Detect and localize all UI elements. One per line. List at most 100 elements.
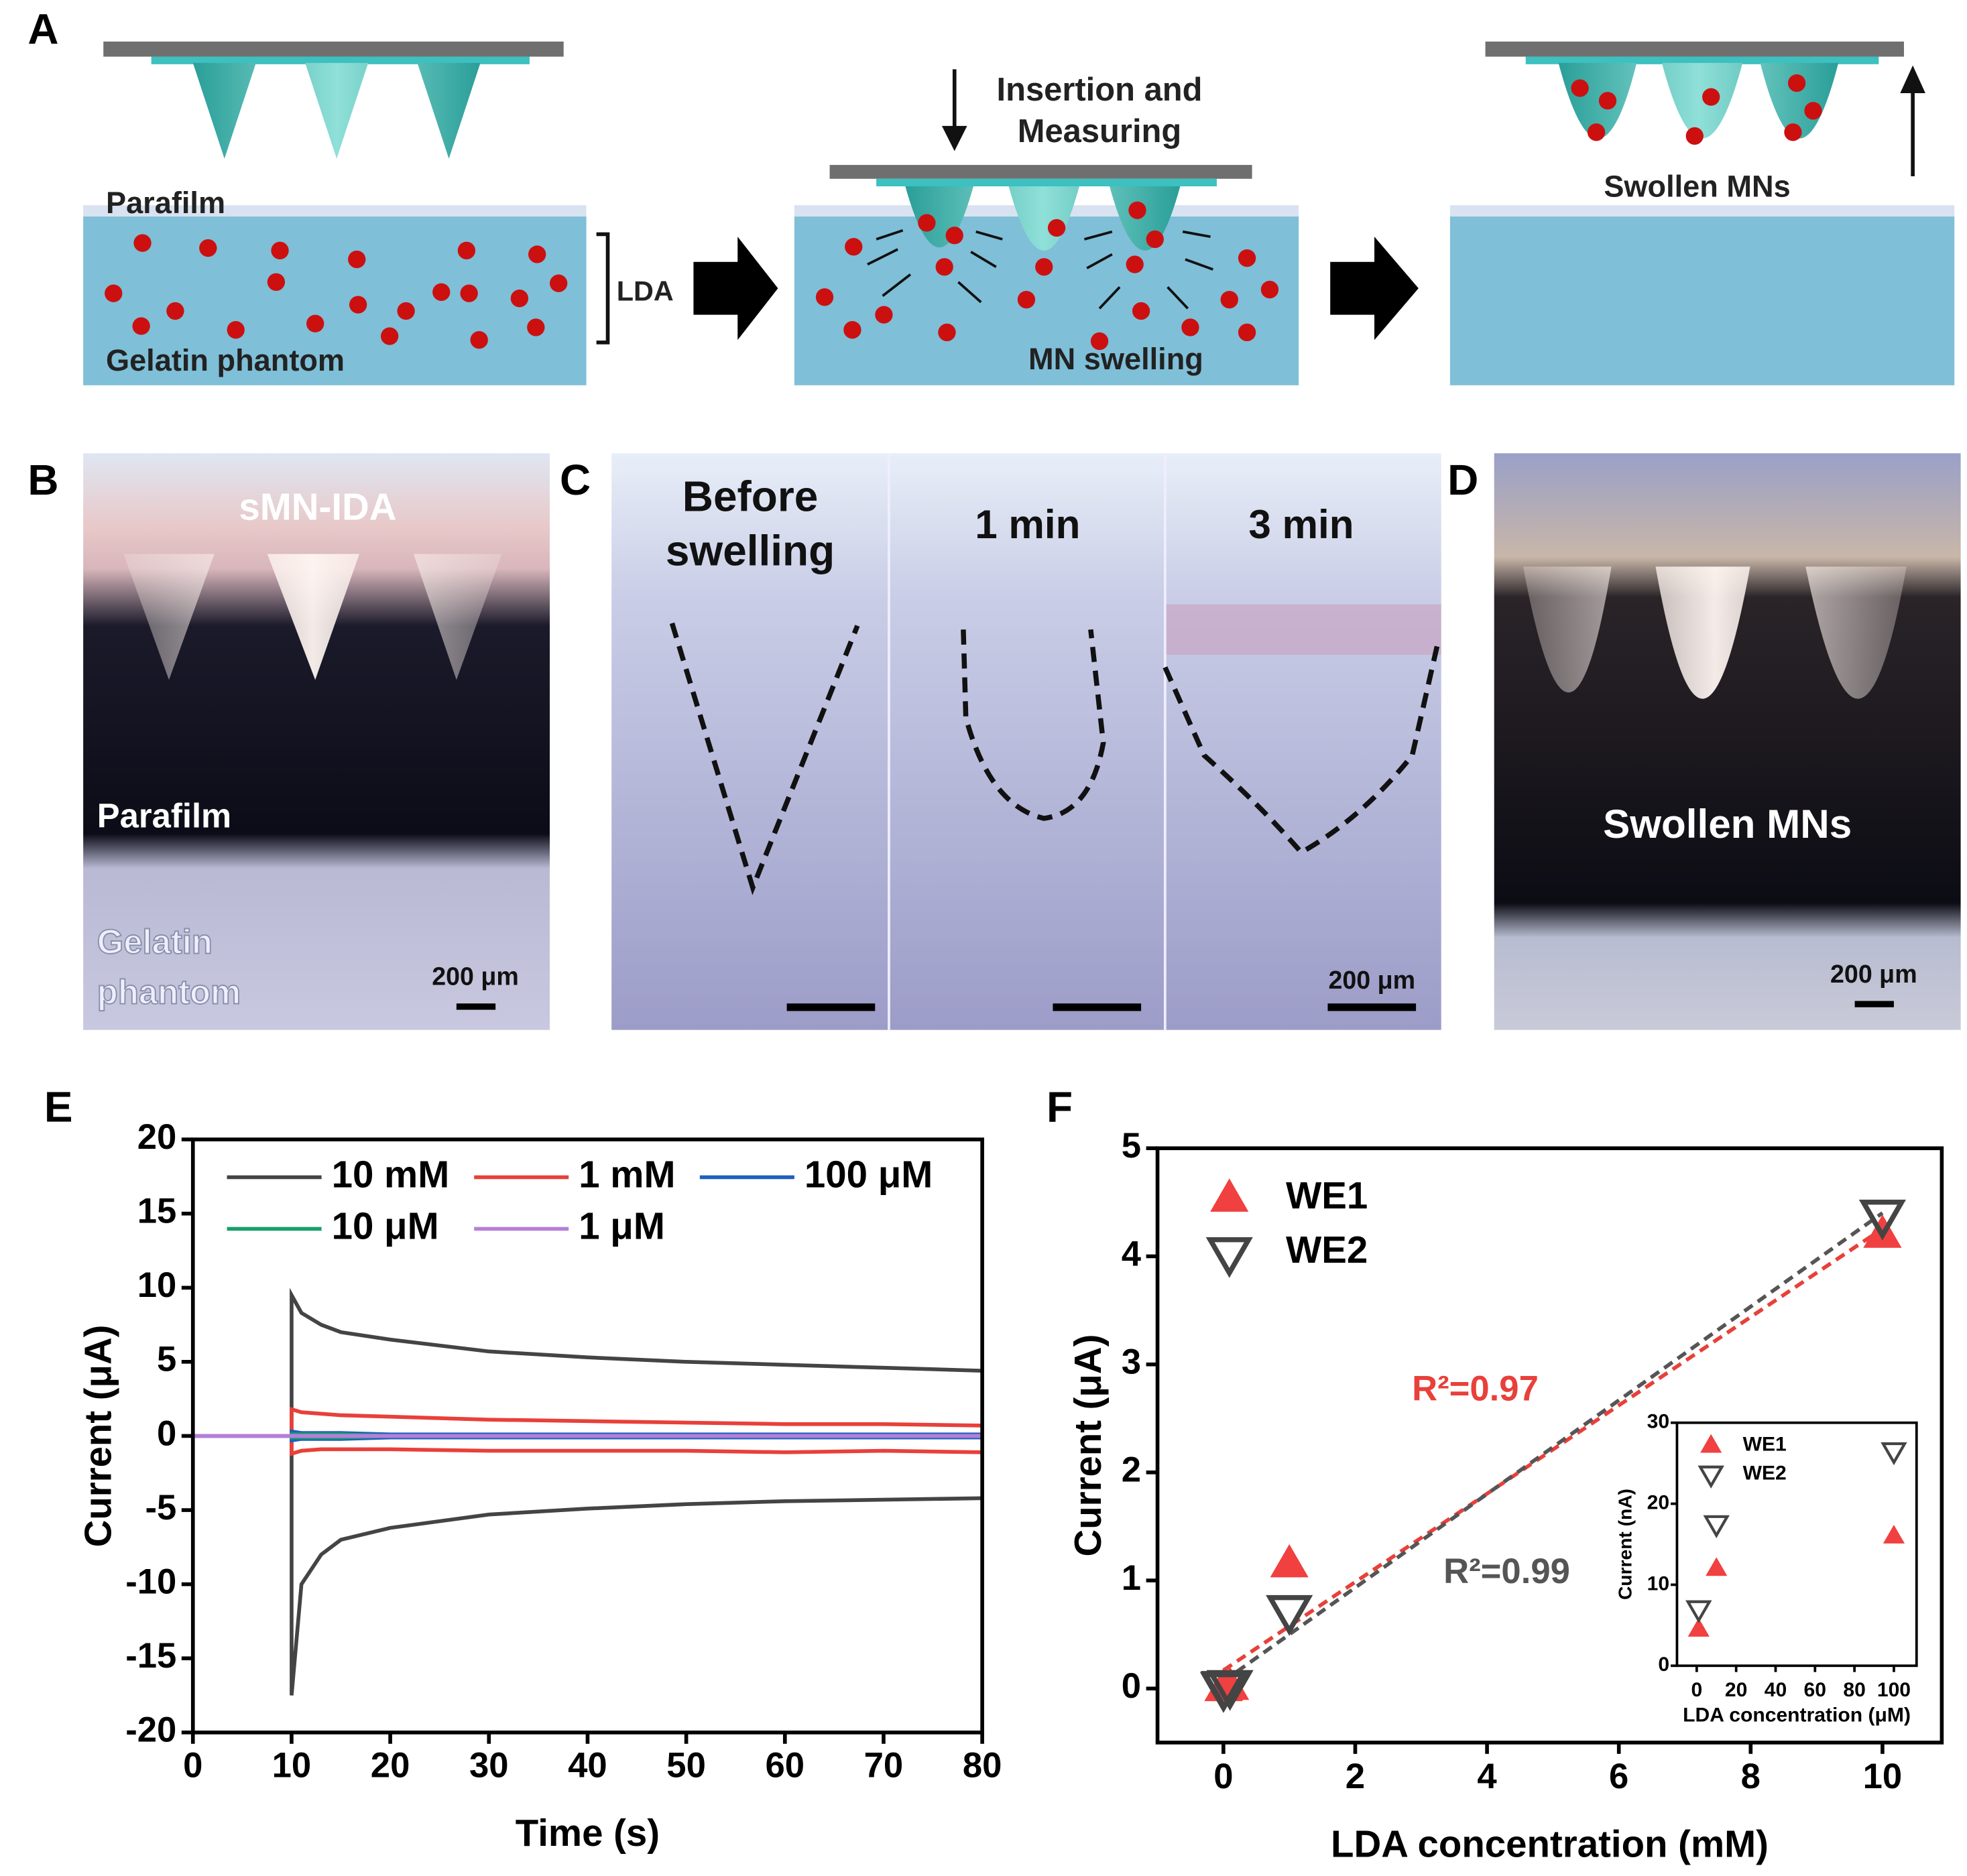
x-axis-label: Time (s) bbox=[516, 1812, 660, 1854]
y-tick-label: 0 bbox=[157, 1414, 176, 1453]
panel-a: A Parafilm Gelatin phantom LDA Insertion… bbox=[27, 5, 1955, 385]
needles bbox=[123, 554, 502, 680]
scale-bar bbox=[456, 1003, 496, 1010]
annotation: R²=0.99 bbox=[1443, 1552, 1570, 1591]
x-tick-label: 6 bbox=[1609, 1757, 1628, 1796]
y-axis-label: Current (μA) bbox=[1067, 1334, 1109, 1557]
fit-line bbox=[1222, 1211, 1884, 1683]
label: Parafilm bbox=[97, 796, 231, 834]
x-axis-label: LDA concentration (μM) bbox=[1683, 1704, 1911, 1726]
plate bbox=[1485, 41, 1904, 57]
lda-dots bbox=[815, 201, 1279, 351]
label: sMN-IDA bbox=[239, 486, 396, 528]
marker bbox=[1881, 1442, 1907, 1466]
inset-bg bbox=[1677, 1422, 1917, 1666]
x-axis-label: LDA concentration (mM) bbox=[1331, 1823, 1769, 1865]
y-tick-label: 0 bbox=[1658, 1653, 1669, 1676]
y-tick-label: 5 bbox=[1122, 1126, 1141, 1166]
photo bbox=[1494, 453, 1961, 1030]
x-tick-label: 2 bbox=[1346, 1757, 1365, 1796]
plate bbox=[829, 165, 1252, 179]
chart: 0 20 40 60 80 100 0 10 20 30 LDA concentration (μM… bbox=[1614, 1411, 1918, 1726]
legend-label: WE1 bbox=[1286, 1174, 1368, 1216]
label: LDA bbox=[617, 276, 674, 307]
label: Parafilm bbox=[106, 186, 225, 220]
plot-frame bbox=[190, 1137, 984, 1735]
y-tick-label: 20 bbox=[1647, 1492, 1669, 1514]
label: 3 min bbox=[1248, 502, 1354, 547]
label: Measuring bbox=[1018, 113, 1182, 149]
y-tick-label: 0 bbox=[1122, 1666, 1141, 1706]
y-tick-label: 20 bbox=[137, 1117, 177, 1157]
label: Swollen MNs bbox=[1604, 170, 1790, 204]
legend-marker bbox=[1205, 1237, 1253, 1278]
marker bbox=[1706, 1557, 1728, 1576]
panel-b: B sMN-IDA Parafilm Gelatin phantom 200 μ… bbox=[27, 453, 550, 1030]
label: Before bbox=[682, 473, 818, 521]
phantom bbox=[83, 216, 587, 385]
chart: E 0 10 20 30 40 50 60 70 80 -20 -15 -10 -5 0 5 10 15 20 Tim… bbox=[44, 1083, 1002, 1854]
swollen-needles bbox=[905, 186, 1181, 251]
marker bbox=[1703, 1515, 1730, 1538]
marker bbox=[1687, 1617, 1710, 1637]
flux-arrows bbox=[867, 229, 1213, 310]
strip bbox=[151, 56, 530, 64]
y-axis-label: Current (nA) bbox=[1614, 1489, 1636, 1600]
x-tick-label: 40 bbox=[568, 1745, 607, 1785]
legend-label: WE2 bbox=[1743, 1462, 1787, 1485]
x-tick-label: 60 bbox=[1804, 1679, 1826, 1701]
plot-frame bbox=[1675, 1421, 1918, 1668]
y-tick-label: -20 bbox=[125, 1710, 176, 1750]
label: Gelatin phantom bbox=[106, 343, 345, 377]
marker bbox=[1685, 1600, 1712, 1623]
scale-label: 200 μm bbox=[432, 962, 519, 991]
y-tick-label: 5 bbox=[157, 1340, 176, 1379]
bracket bbox=[596, 232, 610, 345]
x-tick-label: 20 bbox=[371, 1745, 410, 1785]
panel-label: A bbox=[27, 5, 58, 54]
series-line bbox=[192, 1434, 983, 1696]
y-tick-label: 15 bbox=[137, 1192, 177, 1231]
band bbox=[1165, 604, 1441, 655]
phantom bbox=[1449, 216, 1955, 385]
strip bbox=[1525, 56, 1879, 64]
legend-label: 10 mM bbox=[332, 1153, 450, 1195]
scale-label: 200 μm bbox=[1328, 966, 1415, 994]
needles bbox=[1523, 566, 1907, 699]
marker bbox=[1883, 1525, 1905, 1544]
y-tick-label: 30 bbox=[1647, 1411, 1669, 1433]
arrow bbox=[1330, 237, 1419, 340]
scale-bar bbox=[1053, 1003, 1142, 1011]
x-tick-label: 60 bbox=[765, 1745, 804, 1785]
label: Insertion and bbox=[997, 72, 1203, 108]
plot-frame bbox=[1155, 1146, 1944, 1745]
arrow bbox=[693, 237, 778, 340]
x-tick-label: 40 bbox=[1765, 1679, 1787, 1701]
panel-label: F bbox=[1047, 1083, 1073, 1131]
legend-label: 10 μM bbox=[332, 1204, 439, 1247]
y-axis-label: Current (μA) bbox=[76, 1325, 119, 1548]
series-line bbox=[192, 1406, 983, 1438]
x-tick-label: 50 bbox=[666, 1745, 706, 1785]
x-tick-label: 10 bbox=[272, 1745, 312, 1785]
parafilm bbox=[83, 205, 587, 218]
outlines bbox=[669, 622, 1440, 895]
label: Swollen MNs bbox=[1603, 802, 1852, 847]
x-tick-label: 70 bbox=[864, 1745, 904, 1785]
y-tick-label: -5 bbox=[145, 1488, 176, 1527]
legend-marker bbox=[1700, 1434, 1722, 1453]
strip bbox=[876, 178, 1217, 187]
legend-label: 1 μM bbox=[579, 1204, 665, 1247]
parafilm bbox=[1449, 205, 1955, 218]
legend-marker bbox=[1697, 1465, 1724, 1489]
legend-label: WE2 bbox=[1286, 1229, 1368, 1271]
y-tick-label: 2 bbox=[1122, 1450, 1141, 1490]
panel-d: D Swollen MNs 200 μm bbox=[1447, 453, 1961, 1030]
x-tick-label: 0 bbox=[1213, 1757, 1233, 1796]
x-tick-label: 80 bbox=[963, 1745, 1002, 1785]
label: Gelatin bbox=[97, 922, 213, 960]
plot-area bbox=[1199, 1199, 1907, 1713]
y-tick-label: -10 bbox=[125, 1562, 176, 1602]
